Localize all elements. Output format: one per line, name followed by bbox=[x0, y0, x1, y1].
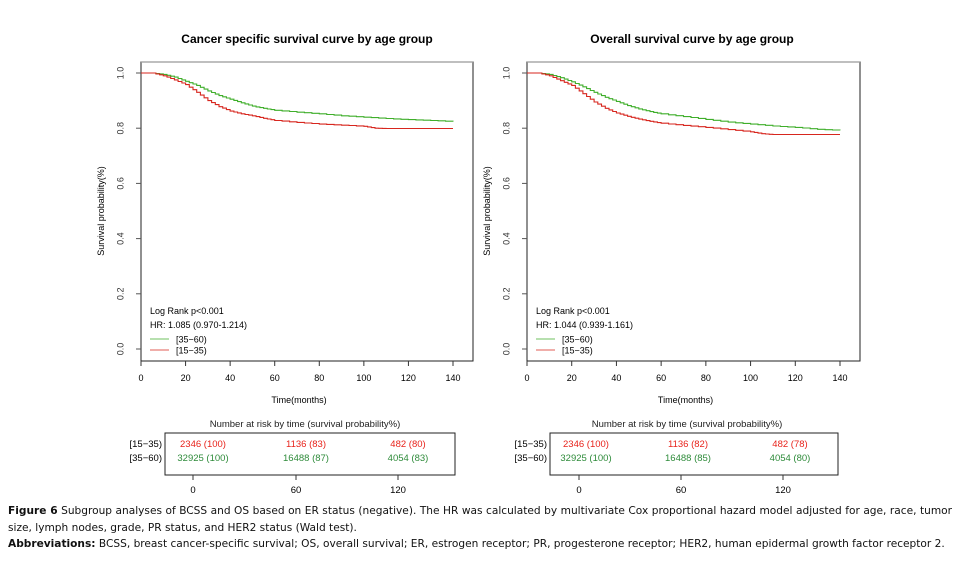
y-tick-label: 0.6 bbox=[115, 177, 125, 190]
risk-table-cell: 4054 (83) bbox=[388, 453, 429, 464]
risk-table-time-label: 0 bbox=[190, 485, 195, 496]
x-tick-label: 20 bbox=[567, 373, 577, 383]
legend-label: [35−60) bbox=[176, 335, 207, 345]
legend-label: [15−35) bbox=[176, 346, 207, 356]
survival-curve-age-15-35 bbox=[527, 72, 840, 136]
y-tick-label: 0.2 bbox=[115, 288, 125, 301]
survival-curve-age-15-35 bbox=[141, 72, 453, 130]
risk-table-box bbox=[164, 432, 456, 476]
risk-table-cell: 2346 (100) bbox=[563, 439, 609, 450]
y-axis-label: Survival probability(%) bbox=[96, 166, 106, 256]
risk-table-cell: 4054 (80) bbox=[770, 453, 811, 464]
chart-title: Cancer specific survival curve by age gr… bbox=[181, 32, 432, 46]
hazard-ratio-annotation: HR: 1.044 (0.939-1.161) bbox=[536, 320, 633, 330]
chart-title: Overall survival curve by age group bbox=[590, 32, 793, 46]
risk-table-cell: 2346 (100) bbox=[180, 439, 226, 450]
x-tick-label: 100 bbox=[743, 373, 758, 383]
risk-table-title: Number at risk by time (survival probabi… bbox=[592, 419, 783, 430]
plot-frame bbox=[140, 61, 474, 362]
abbreviations-text: BCSS, breast cancer-specific survival; O… bbox=[98, 538, 945, 550]
risk-table-cell: 482 (78) bbox=[772, 439, 807, 450]
x-tick-label: 100 bbox=[356, 373, 371, 383]
risk-table-cell: 32925 (100) bbox=[177, 453, 228, 464]
risk-table-group-label: [15−35) bbox=[130, 439, 163, 450]
plot-frame bbox=[526, 61, 861, 362]
x-tick-label: 40 bbox=[225, 373, 235, 383]
y-tick-label: 0.8 bbox=[115, 122, 125, 135]
x-tick-label: 120 bbox=[401, 373, 416, 383]
x-tick-label: 80 bbox=[701, 373, 711, 383]
risk-table-cell: 482 (80) bbox=[390, 439, 425, 450]
risk-table-cell: 32925 (100) bbox=[560, 453, 611, 464]
figure-caption-text: Subgroup analyses of BCSS and OS based o… bbox=[8, 505, 952, 534]
y-tick-label: 0.8 bbox=[501, 122, 511, 135]
risk-table-group-label: [35−60) bbox=[130, 453, 163, 464]
risk-table-cell: 1136 (82) bbox=[668, 439, 708, 450]
x-tick-label: 0 bbox=[138, 373, 143, 383]
y-tick-label: 0.6 bbox=[501, 177, 511, 190]
figure-canvas: Cancer specific survival curve by age gr… bbox=[96, 32, 861, 496]
cancer-specific-survival-chart: Cancer specific survival curve by age gr… bbox=[96, 32, 474, 496]
risk-table-time-label: 120 bbox=[775, 485, 791, 496]
survival-curve-age-35-60 bbox=[527, 72, 841, 131]
x-tick-label: 60 bbox=[656, 373, 666, 383]
x-tick-label: 20 bbox=[181, 373, 191, 383]
hazard-ratio-annotation: HR: 1.085 (0.970-1.214) bbox=[150, 320, 247, 330]
x-tick-label: 40 bbox=[611, 373, 621, 383]
x-axis-label: Time(months) bbox=[658, 395, 713, 405]
risk-table-group-label: [15−35) bbox=[515, 439, 548, 450]
y-axis-label: Survival probability(%) bbox=[482, 166, 492, 256]
legend-label: [35−60) bbox=[562, 335, 593, 345]
y-tick-label: 0.0 bbox=[501, 343, 511, 356]
y-tick-label: 0.4 bbox=[115, 232, 125, 245]
figure-label: Figure 6 bbox=[8, 505, 58, 517]
y-tick-label: 1.0 bbox=[115, 67, 125, 80]
risk-table-cell: 16488 (85) bbox=[665, 453, 711, 464]
figure-caption: Figure 6 Subgroup analyses of BCSS and O… bbox=[8, 503, 952, 553]
risk-table-cell: 16488 (87) bbox=[283, 453, 329, 464]
abbreviations-paragraph: Abbreviations: BCSS, breast cancer-speci… bbox=[8, 536, 952, 553]
y-tick-label: 0.4 bbox=[501, 232, 511, 245]
risk-table-box bbox=[549, 432, 839, 476]
y-tick-label: 1.0 bbox=[501, 67, 511, 80]
x-tick-label: 120 bbox=[788, 373, 803, 383]
risk-table-group-label: [35−60) bbox=[515, 453, 548, 464]
risk-table-title: Number at risk by time (survival probabi… bbox=[210, 419, 401, 430]
risk-table-time-label: 60 bbox=[676, 485, 687, 496]
survival-curve-age-35-60 bbox=[141, 72, 454, 122]
x-tick-label: 60 bbox=[270, 373, 280, 383]
x-tick-label: 140 bbox=[445, 373, 460, 383]
x-tick-label: 0 bbox=[524, 373, 529, 383]
log-rank-annotation: Log Rank p<0.001 bbox=[536, 306, 610, 316]
overall-survival-chart: Overall survival curve by age group 0.0 0.… bbox=[482, 32, 861, 496]
risk-table-time-label: 120 bbox=[390, 485, 406, 496]
y-tick-label: 0.0 bbox=[115, 343, 125, 356]
x-axis-label: Time(months) bbox=[271, 395, 326, 405]
figure-caption-paragraph: Figure 6 Subgroup analyses of BCSS and O… bbox=[8, 503, 952, 536]
risk-table-cell: 1136 (83) bbox=[286, 439, 326, 450]
risk-table-time-label: 0 bbox=[576, 485, 581, 496]
log-rank-annotation: Log Rank p<0.001 bbox=[150, 306, 224, 316]
y-tick-label: 0.2 bbox=[501, 288, 511, 301]
x-tick-label: 80 bbox=[314, 373, 324, 383]
risk-table-time-label: 60 bbox=[291, 485, 302, 496]
abbreviations-label: Abbreviations: bbox=[8, 538, 96, 550]
legend-label: [15−35) bbox=[562, 346, 593, 356]
x-tick-label: 140 bbox=[832, 373, 847, 383]
